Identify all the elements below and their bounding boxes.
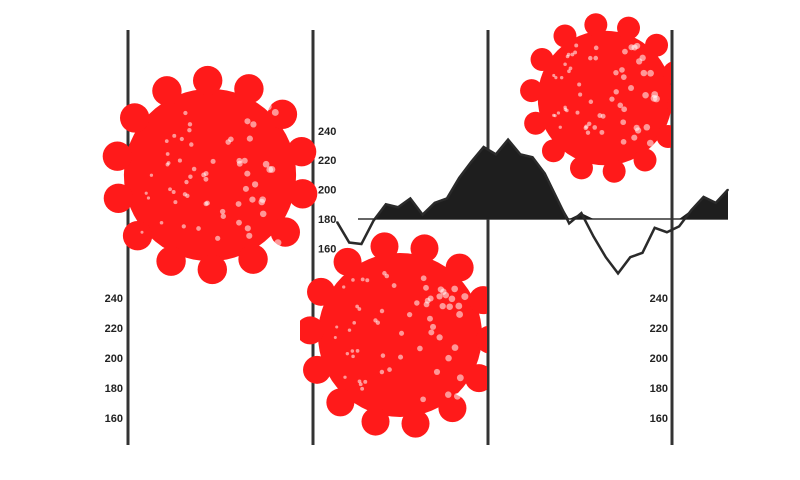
axis-tick-label: 240 <box>105 293 123 305</box>
stock-chart <box>335 137 729 276</box>
data-point <box>336 221 338 223</box>
data-point <box>385 203 387 206</box>
data-point <box>409 197 412 200</box>
axis-tick-label: 240 <box>650 293 668 305</box>
data-point <box>372 219 375 222</box>
virus-icon <box>520 13 671 183</box>
chart-y-axis-ticks: 240 220 200 180 160 <box>318 126 336 256</box>
data-point <box>580 212 583 214</box>
data-point <box>348 241 351 244</box>
y-tick-label: 180 <box>318 214 336 226</box>
virus-graphics <box>102 13 671 438</box>
axis-tick-label: 220 <box>650 323 668 335</box>
data-point <box>702 196 705 198</box>
axis-tick-label: 220 <box>105 323 123 335</box>
data-point <box>592 235 595 238</box>
data-point <box>556 197 558 200</box>
axis-tick-label: 200 <box>650 353 668 365</box>
virus-icon <box>102 65 318 285</box>
y-tick-label: 160 <box>318 243 336 255</box>
data-point <box>360 243 363 245</box>
data-point <box>641 252 644 254</box>
data-point <box>495 153 497 156</box>
data-point <box>629 256 632 259</box>
data-point <box>470 160 473 163</box>
data-point <box>653 227 656 229</box>
data-point <box>421 213 424 216</box>
data-point <box>605 256 607 259</box>
axis-tick-label: 160 <box>105 413 123 425</box>
axis-tick-label: 200 <box>105 353 123 365</box>
right-axis-ticks: 240 220 200 180 160 <box>650 293 668 425</box>
data-point <box>666 231 668 234</box>
data-point <box>727 188 729 191</box>
data-point <box>714 202 717 204</box>
data-point <box>543 172 546 175</box>
data-point <box>690 209 693 211</box>
data-point <box>446 197 448 200</box>
data-point <box>507 138 509 141</box>
data-point <box>531 156 534 159</box>
virus-icon <box>300 232 487 438</box>
axis-tick-label: 160 <box>650 413 668 425</box>
axis-tick-label: 180 <box>105 383 123 395</box>
data-point <box>678 225 680 228</box>
axis-tick-label: 180 <box>650 383 668 395</box>
data-point <box>482 146 485 148</box>
data-point <box>617 272 619 275</box>
y-tick-label: 220 <box>318 155 336 167</box>
data-point <box>458 177 460 179</box>
y-tick-label: 200 <box>318 185 336 197</box>
data-point <box>433 202 436 204</box>
data-point <box>568 222 570 225</box>
data-point <box>519 153 522 156</box>
data-point <box>397 206 399 209</box>
area-fill <box>337 139 728 219</box>
y-tick-label: 240 <box>318 126 336 138</box>
left-axis-ticks: 240 220 200 180 160 <box>105 293 123 425</box>
